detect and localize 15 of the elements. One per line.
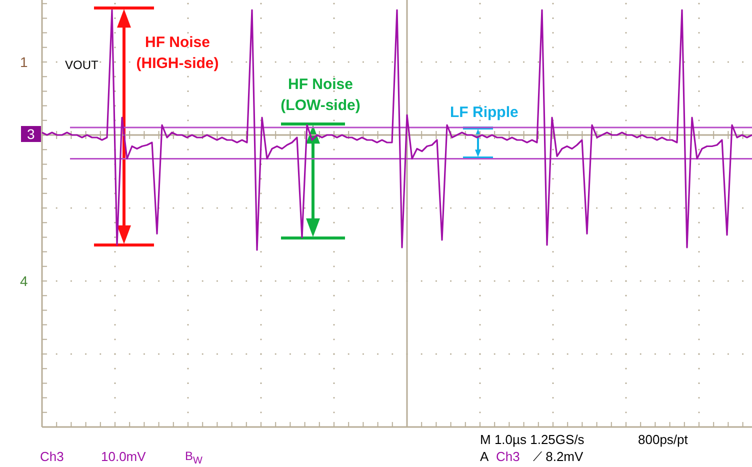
annotation: HF Noise (LOW-side) [280,75,362,116]
text: Ch3 [40,449,64,464]
text: 800ps/pt [638,432,688,447]
text: B$_{W}$ [185,449,202,466]
text: Ch3 [496,449,520,464]
annotation: HF Noise (HIGH-side) [135,33,220,74]
text: M 1.0µs 1.25GS/s [480,432,584,447]
text: ⟋ 8.2mV [533,449,584,465]
annotation: LF Ripple [450,104,518,121]
text: 3 [21,126,41,142]
text: 1 [20,54,28,70]
text: 4 [20,273,28,289]
text: A [480,449,489,464]
annotation: VOUT [65,58,98,72]
text: 10.0mV [101,449,146,464]
